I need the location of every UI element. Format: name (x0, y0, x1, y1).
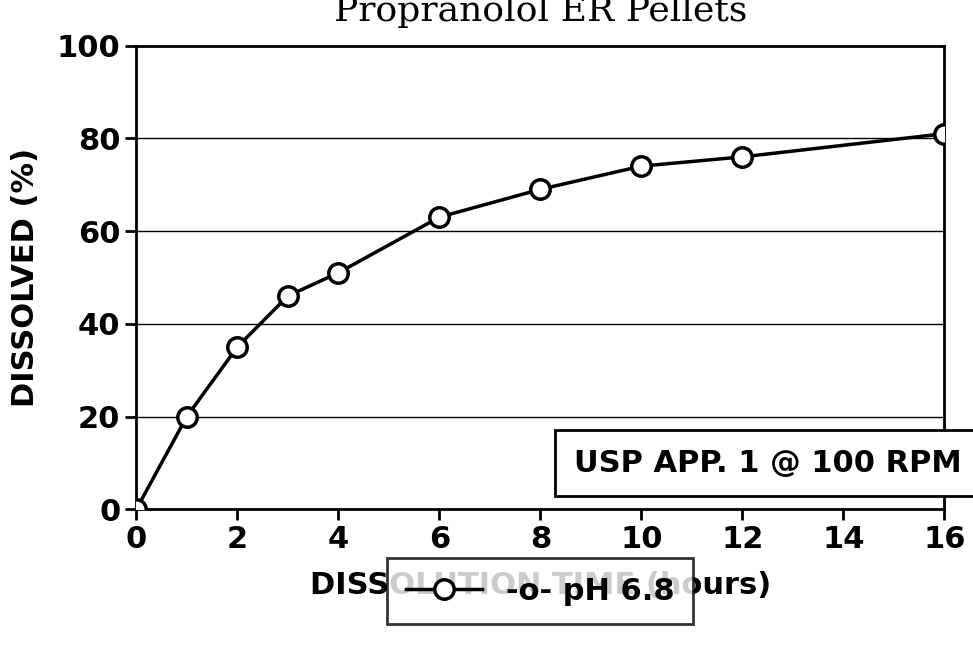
X-axis label: DISSOLUTION TIME (hours): DISSOLUTION TIME (hours) (309, 571, 771, 600)
Title: Propranolol ER Pellets: Propranolol ER Pellets (334, 0, 746, 27)
Legend: -o- pH 6.8: -o- pH 6.8 (387, 558, 693, 624)
Y-axis label: AMOUNT
DISSOLVED (%): AMOUNT DISSOLVED (%) (0, 148, 40, 407)
Text: USP APP. 1 @ 100 RPM: USP APP. 1 @ 100 RPM (573, 449, 961, 477)
